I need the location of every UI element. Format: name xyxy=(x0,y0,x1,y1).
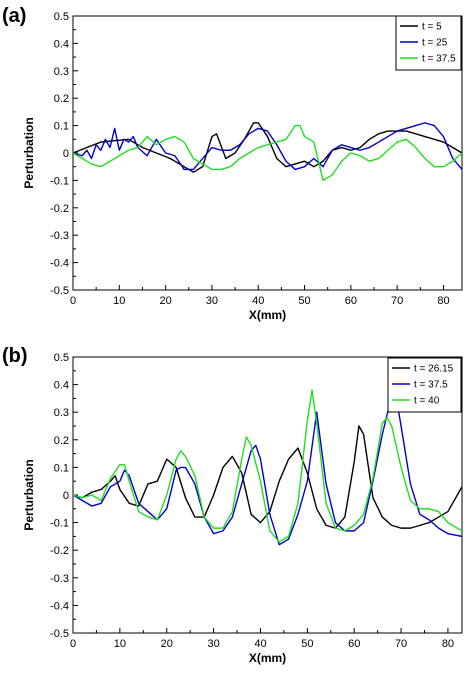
x-axis-title: X(mm) xyxy=(249,651,286,665)
x-tick-label: 40 xyxy=(254,638,266,650)
x-tick-label: 80 xyxy=(437,295,449,307)
x-tick-label: 70 xyxy=(395,638,407,650)
x-tick-label: 60 xyxy=(345,295,357,307)
series-line-1 xyxy=(73,122,462,173)
y-tick-label: -0.5 xyxy=(50,628,69,640)
legend-box xyxy=(387,357,462,413)
y-tick-label: 0 xyxy=(63,148,69,160)
panel-label: (b) xyxy=(2,345,28,367)
series-line-2 xyxy=(73,394,462,546)
x-tick-label: 0 xyxy=(70,295,76,307)
y-tick-label: 0.1 xyxy=(54,462,69,474)
x-tick-label: 50 xyxy=(301,638,313,650)
legend-entry: t = 25 xyxy=(422,38,448,49)
x-tick-label: 50 xyxy=(298,295,310,307)
legend-entry: t = 37.5 xyxy=(414,380,448,391)
series-line-2 xyxy=(73,122,462,171)
y-tick-label: 0 xyxy=(63,490,69,502)
y-tick-label: -0.2 xyxy=(50,545,69,557)
legend-entry: t = 26.15 xyxy=(414,364,454,375)
y-tick-label: -0.1 xyxy=(50,175,69,187)
x-tick-label: 20 xyxy=(159,295,171,307)
x-axis-title: X(mm) xyxy=(249,308,286,322)
series-line-3 xyxy=(73,124,462,182)
panel-b: (b) -0.5 -0.4 -0.3 -0.2 -0.1 0 0.1 0.2 0.3 0.4 0.5 0… xyxy=(2,345,463,665)
y-tick-label: 0.2 xyxy=(54,93,69,105)
x-tick-label: 30 xyxy=(207,638,219,650)
legend: t = 26.15 t = 37.5 t = 40 xyxy=(387,357,462,413)
legend-entry: t = 37.5 xyxy=(422,54,456,65)
series-line-3 xyxy=(73,389,462,543)
y-tick-label: -0.5 xyxy=(50,285,69,297)
x-tick-label: 70 xyxy=(391,295,403,307)
x-tick-label: 30 xyxy=(206,295,218,307)
x-tick-label: 40 xyxy=(252,295,264,307)
y-axis-title: Perturbation xyxy=(22,459,36,530)
legend-entry: t = 40 xyxy=(414,396,440,407)
y-axis-title: Perturbation xyxy=(22,117,36,188)
y-tick-label: -0.2 xyxy=(50,203,69,215)
y-tick-label: -0.3 xyxy=(50,573,69,585)
y-tick-label: 0.2 xyxy=(54,435,69,447)
y-tick-label: -0.4 xyxy=(50,600,69,612)
legend-entry: t = 5 xyxy=(422,22,442,33)
y-tick-label: 0.5 xyxy=(54,11,69,23)
legend: t = 5 t = 25 t = 37.5 xyxy=(395,15,462,71)
x-tick-label: 10 xyxy=(114,638,126,650)
y-tick-label: 0.4 xyxy=(54,38,69,50)
y-tick-label: 0.3 xyxy=(54,66,69,78)
x-tick-label: 10 xyxy=(113,295,125,307)
y-tick-label: 0.5 xyxy=(54,352,69,364)
y-tick-label: -0.4 xyxy=(50,258,69,270)
x-tick-label: 20 xyxy=(161,638,173,650)
series-line-1 xyxy=(73,425,462,529)
panel-a: (a) -0.5 -0.4 -0.3 -0.2 -0.1 0 0.1 0.2 0.3 0.4 0.5 0… xyxy=(2,5,463,322)
x-tick-label: 60 xyxy=(348,638,360,650)
x-tick-label: 80 xyxy=(442,638,454,650)
y-tick-label: -0.1 xyxy=(50,518,69,530)
y-tick-label: 0.1 xyxy=(54,121,69,133)
y-tick-label: 0.3 xyxy=(54,407,69,419)
legend-box xyxy=(395,15,462,71)
y-tick-label: 0.4 xyxy=(54,380,69,392)
panel-label: (a) xyxy=(2,5,26,27)
y-tick-label: -0.3 xyxy=(50,230,69,242)
x-tick-label: 0 xyxy=(70,638,76,650)
